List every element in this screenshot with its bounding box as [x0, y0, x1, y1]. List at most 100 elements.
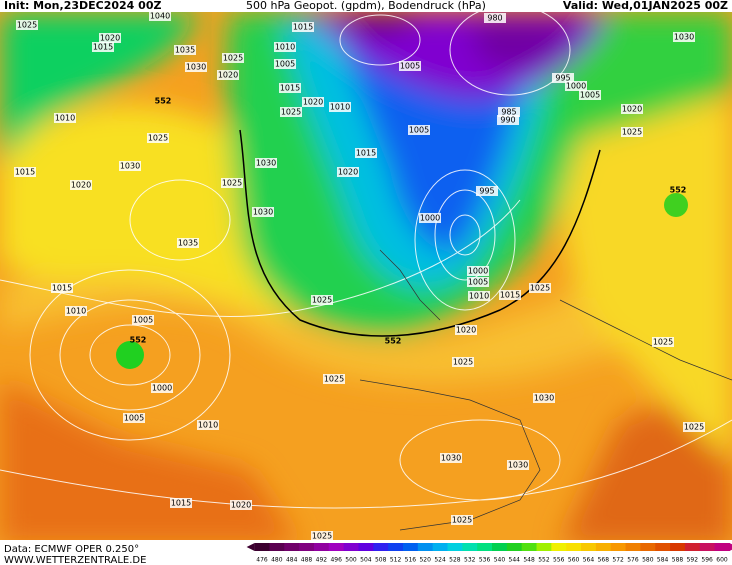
label-box	[170, 498, 192, 508]
scale-swatch	[254, 543, 270, 551]
label-box	[311, 295, 333, 305]
label-box	[292, 22, 314, 32]
label-box	[329, 102, 351, 112]
label-box	[565, 81, 587, 91]
label-box	[65, 306, 87, 316]
scale-swatch	[670, 543, 686, 551]
scale-swatch	[566, 543, 582, 551]
label-box	[452, 357, 474, 367]
label-box	[451, 515, 473, 525]
scale-swatch	[610, 543, 627, 551]
scale-label: 536	[479, 557, 491, 564]
scale-label: 516	[405, 557, 417, 564]
isobar-label: 1025	[622, 128, 642, 137]
label-box	[302, 97, 324, 107]
isobar-label: 1005	[468, 278, 488, 287]
scale-label: 480	[271, 557, 283, 564]
label-box	[280, 107, 302, 117]
isobar-label: 1025	[453, 358, 473, 367]
init-time: Init: Mon,23DEC2024 00Z	[4, 0, 161, 12]
label-box	[51, 283, 73, 293]
scale-swatch	[492, 543, 508, 551]
isobar-label: 1010	[198, 421, 218, 430]
scale-swatch	[521, 543, 538, 551]
isobar-label: 1020	[338, 168, 358, 177]
isobar-label: 1025	[684, 423, 704, 432]
isobar-label: 1025	[324, 375, 344, 384]
label-box	[149, 11, 171, 21]
scale-label: 504	[360, 557, 372, 564]
label-box	[54, 113, 76, 123]
map-title: 500 hPa Geopot. (gpdm), Bodendruck (hPa)	[246, 0, 486, 12]
scale-swatch	[432, 543, 448, 551]
label-box	[467, 266, 489, 276]
scale-arrow-left	[246, 543, 255, 551]
label-box	[221, 178, 243, 188]
label-box	[174, 45, 196, 55]
scale-label: 528	[449, 557, 461, 564]
label-box	[337, 167, 359, 177]
isobar-label: 1015	[52, 284, 72, 293]
isobar-label: 1010	[66, 307, 86, 316]
label-box	[279, 83, 301, 93]
scale-swatch	[388, 543, 404, 551]
label-box	[484, 13, 506, 23]
isobar-label: 1025	[653, 338, 673, 347]
scale-label: 508	[375, 557, 387, 564]
color-scale: 476 480 484 488 492 496 500 504 508 512 516 520 524 5…	[246, 543, 732, 564]
geopotential-label: 552	[155, 97, 172, 106]
isobar-label: 1020	[218, 71, 238, 80]
scale-swatch	[699, 543, 716, 551]
scale-label: 520	[419, 557, 431, 564]
label-box	[252, 207, 274, 217]
scale-swatch	[536, 543, 552, 551]
scale-swatch	[506, 543, 523, 551]
scale-swatch	[299, 543, 315, 551]
scale-swatch	[343, 543, 359, 551]
label-box	[533, 393, 555, 403]
isobar-label: 1020	[622, 105, 642, 114]
isobar-label: 1030	[674, 33, 694, 42]
label-box	[529, 283, 551, 293]
scale-label: 588	[672, 557, 684, 564]
label-box	[476, 186, 498, 196]
map	[0, 12, 732, 540]
isobar-label: 1030	[186, 63, 206, 72]
isobar-label: 995	[479, 187, 494, 196]
scale-label: 556	[553, 557, 565, 564]
label-box	[92, 42, 114, 52]
isobar-label: 1025	[530, 284, 550, 293]
scale-label: 540	[494, 557, 506, 564]
scale-label: 476	[256, 557, 268, 564]
scale-swatch	[640, 543, 656, 551]
isobar-label: 990	[500, 116, 515, 125]
label-box	[440, 453, 462, 463]
scale-swatch	[684, 543, 701, 551]
isobar-label: 1035	[178, 239, 198, 248]
scale-label: 548	[523, 557, 535, 564]
isobar-label: 1015	[280, 84, 300, 93]
isobar-label: 985	[501, 108, 516, 117]
isobar-label: 1005	[124, 414, 144, 423]
scale-label: 488	[301, 557, 313, 564]
isobar-label: 1025	[312, 296, 332, 305]
label-box	[230, 500, 252, 510]
isobar-label: 1025	[222, 179, 242, 188]
scale-label: 576	[627, 557, 639, 564]
scale-label: 600	[716, 557, 728, 564]
isobar-label: 1030	[534, 394, 554, 403]
label-box	[419, 213, 441, 223]
isobar-label: 1000	[420, 214, 440, 223]
scale-label: 532	[464, 557, 476, 564]
scale-label: 500	[345, 557, 357, 564]
label-box	[498, 107, 520, 117]
isobar-label: 1005	[133, 316, 153, 325]
scale-swatch	[625, 543, 641, 551]
isobar-label: 1025	[281, 108, 301, 117]
scale-label: 544	[509, 557, 521, 564]
isobar-label: 1005	[580, 91, 600, 100]
isobar-label: 1025	[148, 134, 168, 143]
scale-swatch	[595, 543, 612, 551]
label-box	[467, 277, 489, 287]
